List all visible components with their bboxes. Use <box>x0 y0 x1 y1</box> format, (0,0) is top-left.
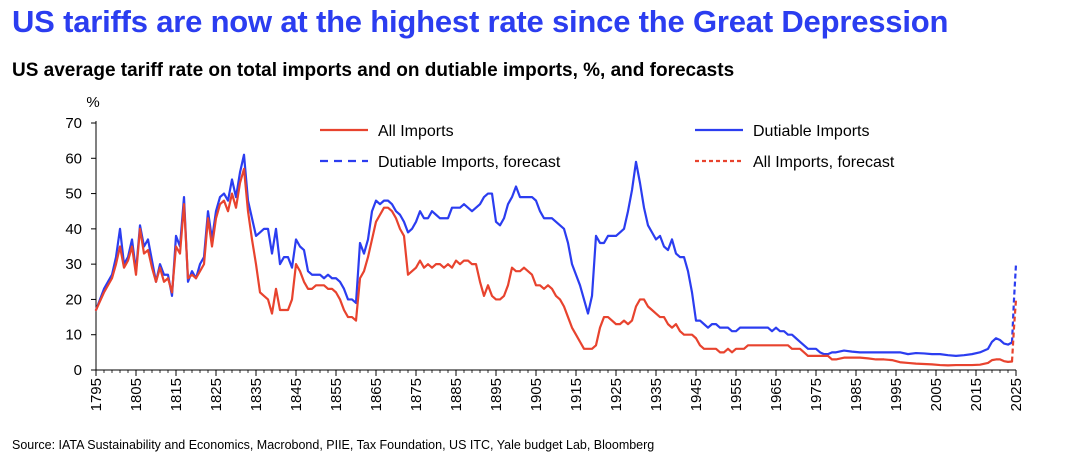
chart-subtitle: US average tariff rate on total imports … <box>12 60 735 81</box>
legend-label-dutiable-imports: Dutiable Imports <box>753 123 870 140</box>
x-tick-label: 1905 <box>528 378 545 411</box>
y-tick-label: 0 <box>74 362 82 379</box>
y-tick-label: 40 <box>65 221 82 238</box>
x-tick-label: 1985 <box>848 378 865 411</box>
legend-label-dutiable-imports-forecast: Dutiable Imports, forecast <box>378 154 561 171</box>
x-tick-label: 1835 <box>248 378 265 411</box>
series-layer <box>94 153 1018 367</box>
x-tick-label: 1975 <box>808 378 825 411</box>
x-tick-label: 1855 <box>328 378 345 411</box>
x-tick-label: 1885 <box>448 378 465 411</box>
y-tick-label: 10 <box>65 327 82 344</box>
y-axis-unit-label: % <box>86 94 99 111</box>
x-tick-label: 1935 <box>648 378 665 411</box>
series-line-dutiable-imports <box>94 153 1014 357</box>
legend-label-all-imports: All Imports <box>378 123 454 140</box>
x-tick-label: 2025 <box>1008 378 1025 411</box>
x-tick-label: 1825 <box>208 378 225 411</box>
x-tick-label: 1945 <box>688 378 705 411</box>
series-line-dutiable-imports-forecast <box>1010 264 1018 343</box>
x-tick-label: 1795 <box>88 378 105 411</box>
chart-legend: All Imports Dutiable Imports Dutiable Impo… <box>320 123 895 171</box>
chart-title: US tariffs are now at the highest rate s… <box>12 4 949 39</box>
y-tick-label: 30 <box>65 256 82 273</box>
x-tick-label: 1965 <box>768 378 785 411</box>
legend-label-all-imports-forecast: All Imports, forecast <box>753 154 895 171</box>
y-tick-label: 50 <box>65 186 82 203</box>
series-line-all-imports <box>94 167 1014 367</box>
x-tick-label: 1865 <box>368 378 385 411</box>
chart-axes: 0 10 20 30 40 50 60 70% 1795 1805 1815 1825 1835 1845… <box>65 94 1025 411</box>
x-tick-label: 1915 <box>568 378 585 411</box>
series-line-all-imports-forecast <box>1010 299 1018 362</box>
source-note: Source: IATA Sustainability and Economic… <box>12 438 655 452</box>
y-tick-label: 70 <box>65 115 82 132</box>
x-tick-label: 1845 <box>288 378 305 411</box>
x-tick-label: 1805 <box>128 378 145 411</box>
x-tick-label: 2015 <box>968 378 985 411</box>
x-tick-label: 1925 <box>608 378 625 411</box>
x-tick-label: 2005 <box>928 378 945 411</box>
x-tick-label: 1875 <box>408 378 425 411</box>
y-tick-label: 60 <box>65 150 82 167</box>
x-tick-label: 1815 <box>168 378 185 411</box>
x-tick-label: 1955 <box>728 378 745 411</box>
y-tick-label: 20 <box>65 291 82 308</box>
x-tick-label: 1995 <box>888 378 905 411</box>
x-tick-label: 1895 <box>488 378 505 411</box>
